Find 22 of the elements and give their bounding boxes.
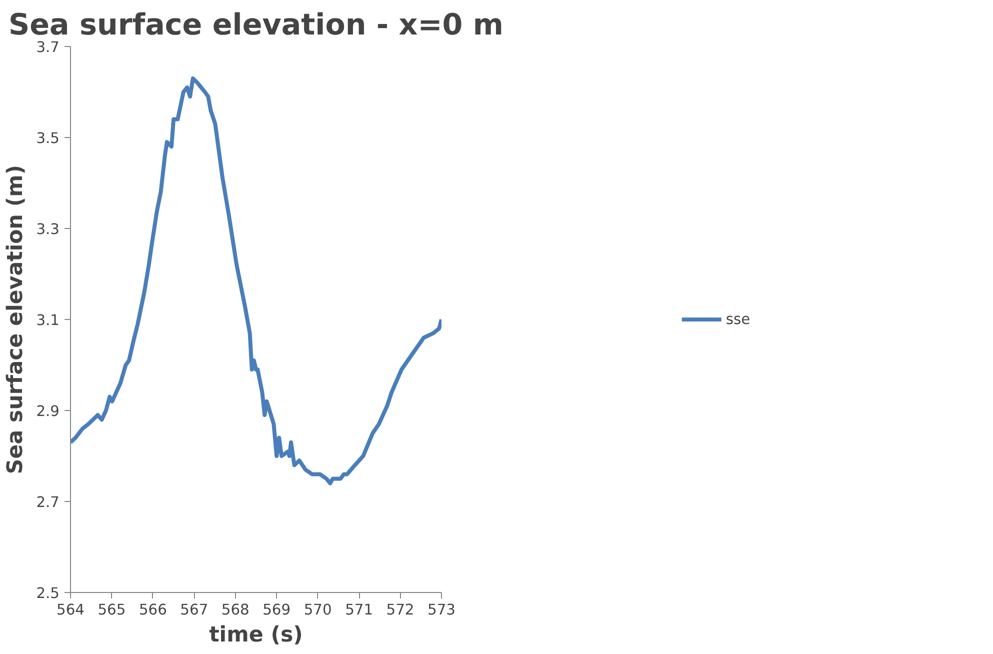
y-tick-label: 2.7 <box>36 494 60 511</box>
y-tick-label: 2.9 <box>36 403 60 420</box>
chart-title: Sea surface elevation - x=0 m <box>8 8 504 42</box>
y-axis-title: Sea surface elevation (m) <box>3 164 28 474</box>
line-series <box>70 76 442 486</box>
x-axis-title: time (s) <box>209 622 303 648</box>
y-tick-label: 3.5 <box>36 130 60 147</box>
x-tick-label: 568 <box>221 602 250 618</box>
x-tick-label: 569 <box>262 602 291 618</box>
x-tick-label: 567 <box>180 602 208 618</box>
x-tick-label: 572 <box>386 602 414 618</box>
y-tick-label: 3.1 <box>36 312 60 329</box>
x-tick-label: 566 <box>138 602 167 618</box>
y-tick-label: 3.7 <box>36 39 60 56</box>
x-tick-label: 565 <box>98 602 126 618</box>
x-tick-label: 564 <box>56 602 84 618</box>
x-tick-label: 570 <box>304 602 332 618</box>
legend-label: sse <box>726 310 750 328</box>
x-tick-label: 573 <box>428 602 456 618</box>
x-tick-label: 571 <box>345 602 374 618</box>
y-tick-label: 2.5 <box>36 585 60 602</box>
y-tick-label: 3.3 <box>36 221 60 238</box>
